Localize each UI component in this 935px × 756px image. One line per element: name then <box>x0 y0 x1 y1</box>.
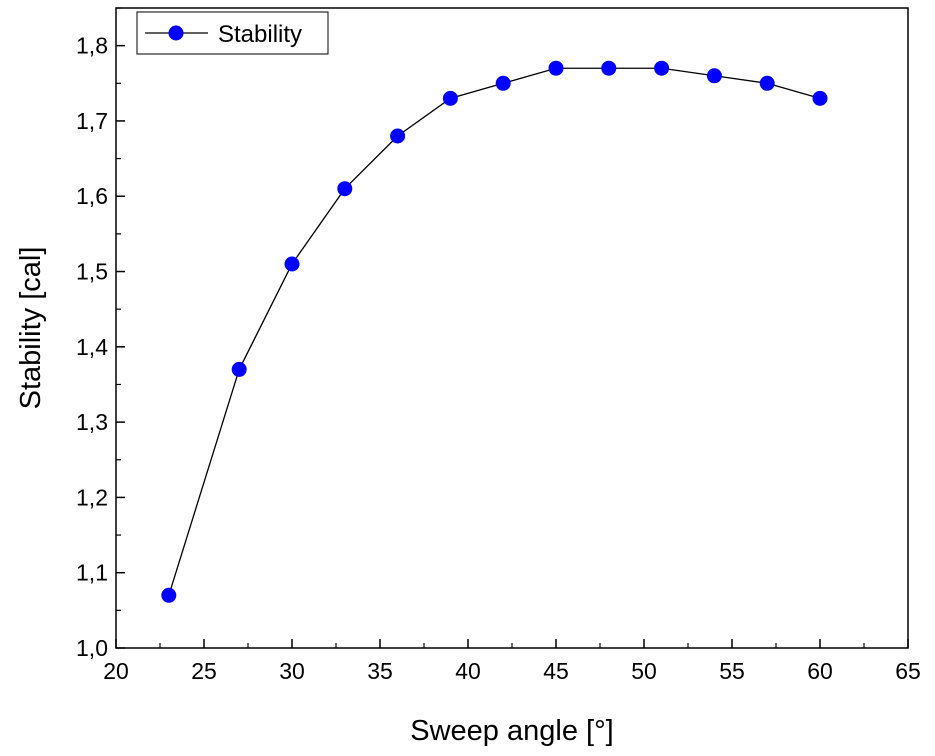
y-tick-label: 1,4 <box>76 334 108 360</box>
x-tick-label: 55 <box>719 658 745 684</box>
legend: Stability <box>136 11 329 55</box>
y-tick-label: 1,0 <box>76 635 108 661</box>
data-point <box>654 60 670 76</box>
data-point <box>390 128 406 144</box>
x-axis-title: Sweep angle [°] <box>410 715 613 747</box>
legend-marker-swatch <box>168 25 184 41</box>
plot-frame <box>115 7 909 649</box>
y-tick-label: 1,8 <box>76 33 108 59</box>
x-tick-label: 35 <box>367 658 393 684</box>
x-tick-label: 45 <box>543 658 569 684</box>
y-tick-label: 1,2 <box>76 484 108 510</box>
y-tick-label: 1,3 <box>76 409 108 435</box>
data-point <box>759 75 775 91</box>
data-point <box>812 90 828 106</box>
series-line <box>168 67 821 596</box>
x-tick-label: 40 <box>455 658 481 684</box>
x-tick-label: 60 <box>807 658 833 684</box>
y-tick-label: 1,5 <box>76 259 108 285</box>
data-point <box>284 256 300 272</box>
x-tick-label: 25 <box>191 658 217 684</box>
x-axis: 20 25 30 35 40 45 50 55 60 65 <box>103 639 921 684</box>
x-tick-label: 30 <box>279 658 305 684</box>
data-point <box>548 60 564 76</box>
x-tick-label: 65 <box>895 658 921 684</box>
x-tick-label: 50 <box>631 658 657 684</box>
y-axis-title: Stability [cal] <box>15 247 47 410</box>
series-layer <box>161 60 828 603</box>
data-point <box>161 587 177 603</box>
data-point <box>706 68 722 84</box>
data-point <box>442 90 458 106</box>
y-tick-label: 1,7 <box>76 108 108 134</box>
data-point <box>337 181 353 197</box>
y-tick-label: 1,1 <box>76 560 108 586</box>
data-point <box>601 60 617 76</box>
legend-label: Stability <box>218 21 302 48</box>
y-axis: 1,0 1,1 1,2 1,3 1,4 1,5 1,6 1,7 1,8 <box>76 7 125 661</box>
y-tick-label: 1,6 <box>76 183 108 209</box>
data-point <box>231 361 247 377</box>
x-tick-label: 20 <box>103 658 129 684</box>
data-point <box>495 75 511 91</box>
